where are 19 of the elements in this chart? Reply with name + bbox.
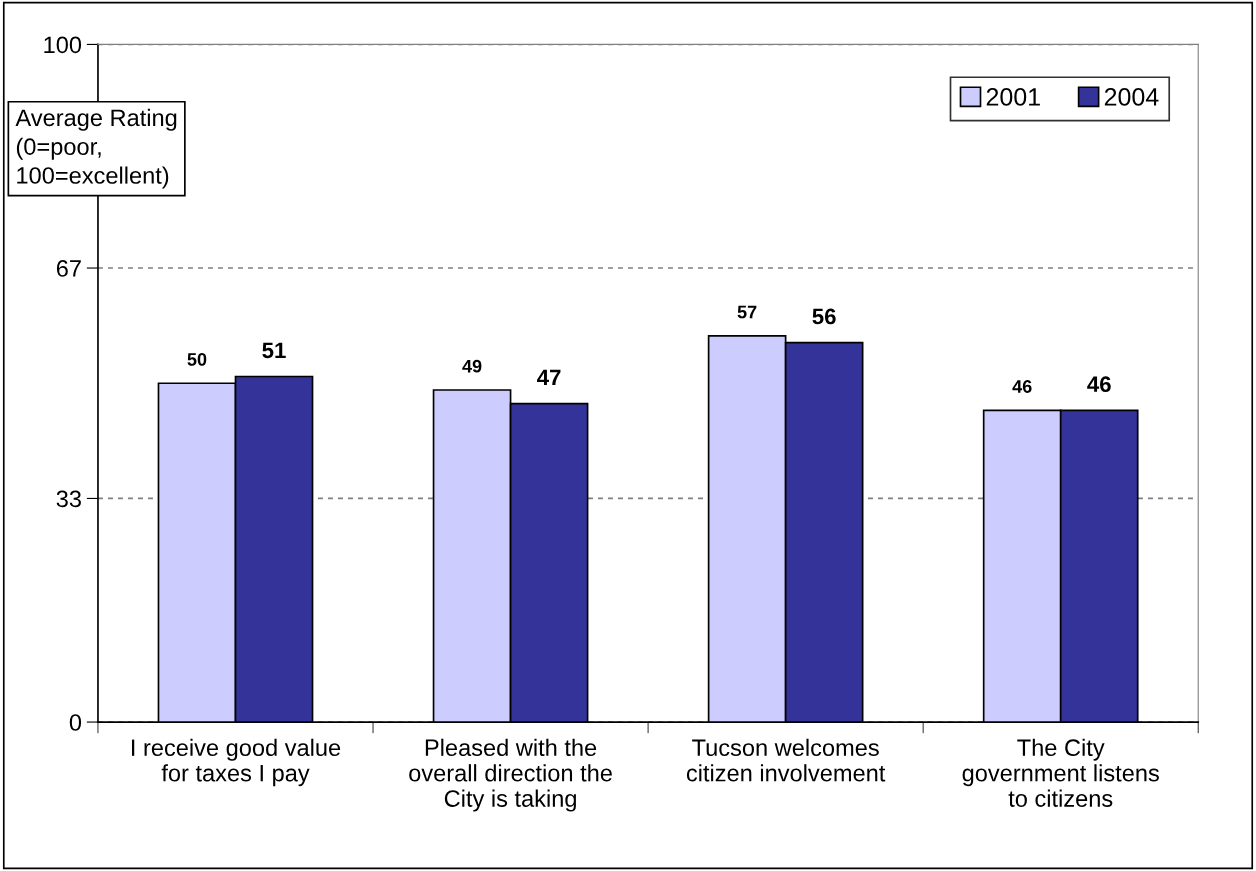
data-label: 46 [1087, 376, 1111, 393]
data-label: 56 [812, 308, 836, 325]
y-tick-label: 100 [44, 36, 82, 54]
y-axis-title: Average Rating (0=poor, 100=excellent) [15, 108, 177, 189]
x-tick-label: I receive good value for taxes I pay [132, 738, 341, 787]
data-label: 51 [262, 342, 286, 359]
legend-label: 2004 [1104, 88, 1159, 106]
x-tick-label: Tucson welcomes citizen involvement [686, 738, 886, 782]
data-label: 50 [187, 353, 207, 366]
y-tick-label: 33 [56, 490, 81, 508]
data-label: 57 [737, 305, 757, 319]
x-tick-label: The City government listens to citizens [962, 738, 1159, 807]
legend-label: 2001 [986, 88, 1040, 106]
data-label: 49 [462, 359, 482, 373]
y-tick-label: 67 [56, 260, 81, 277]
x-tick-label: Pleased with the overall direction the City is taking [409, 738, 612, 812]
y-tick-label: 0 [69, 714, 82, 731]
data-label: 46 [1012, 380, 1032, 393]
data-label: 47 [537, 369, 561, 386]
